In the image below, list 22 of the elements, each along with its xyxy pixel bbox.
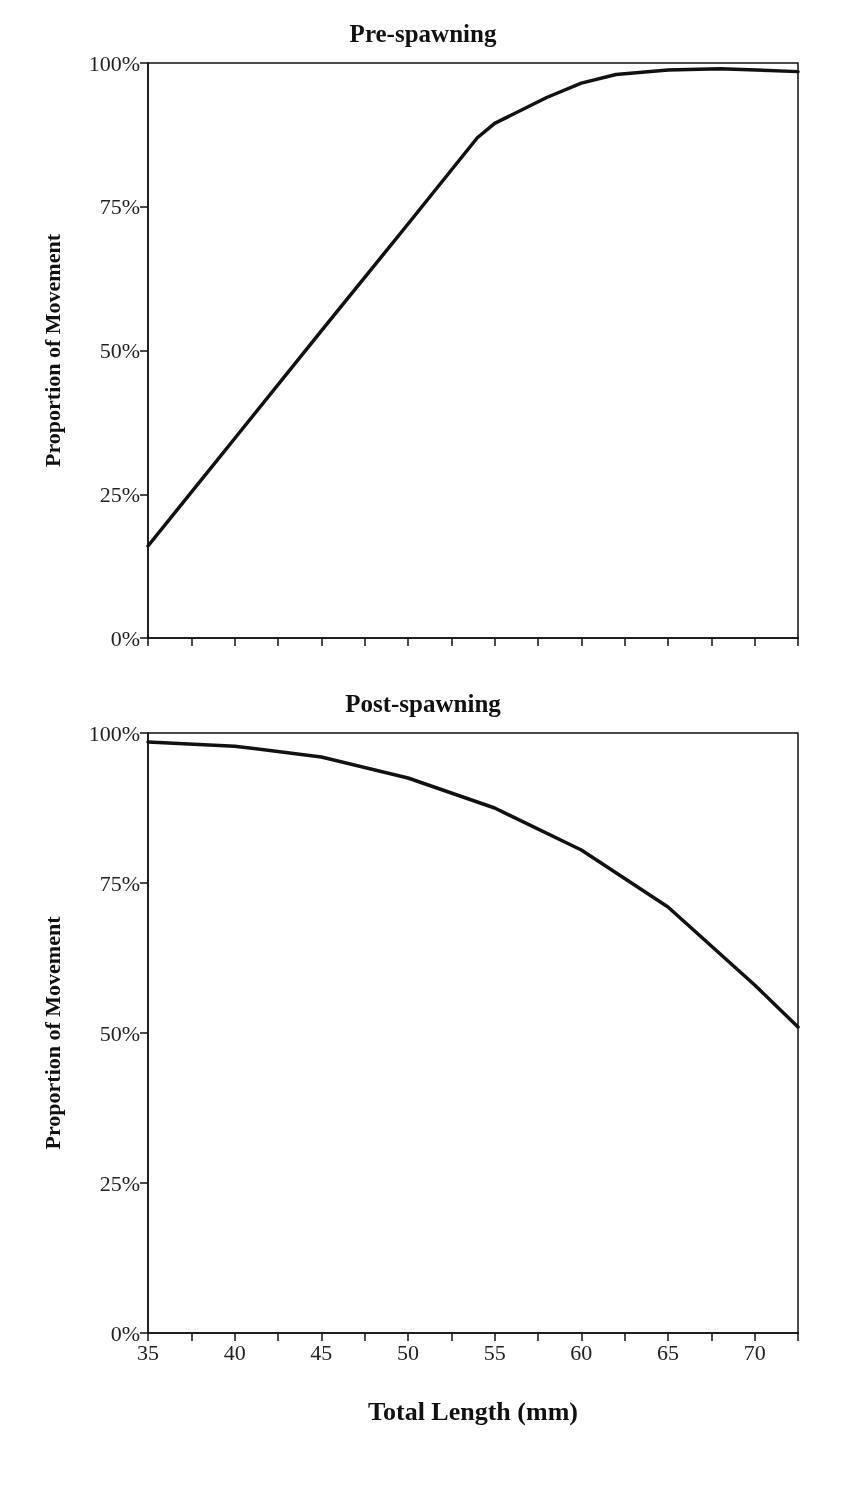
y-tick-label: 100%: [88, 720, 140, 746]
y-tick-label: 0%: [110, 1320, 140, 1346]
y-tick-label: 25%: [99, 1170, 140, 1196]
chart-title: Post-spawning: [345, 690, 502, 717]
x-tick-label: 45: [310, 1339, 333, 1365]
y-tick-label: 100%: [88, 50, 140, 76]
x-tick-label: 50: [397, 1339, 419, 1365]
y-axis-title: Proportion of Movement: [39, 233, 65, 467]
y-tick-label: 0%: [110, 625, 140, 651]
x-tick-label: 70: [743, 1339, 766, 1365]
y-axis-title: Proportion of Movement: [39, 915, 65, 1150]
x-tick-label: 40: [223, 1339, 246, 1365]
y-tick-label: 50%: [99, 1020, 140, 1046]
x-tick-label: 65: [657, 1339, 679, 1365]
chart-title: Pre-spawning: [349, 20, 497, 47]
y-tick-label: 75%: [99, 870, 140, 896]
x-tick-label: 60: [570, 1339, 593, 1365]
x-axis-title: Total Length (mm): [368, 1396, 578, 1426]
y-tick-label: 50%: [99, 338, 140, 363]
y-tick-label: 75%: [99, 194, 140, 220]
y-tick-label: 25%: [99, 481, 140, 507]
x-tick-label: 55: [483, 1339, 506, 1365]
